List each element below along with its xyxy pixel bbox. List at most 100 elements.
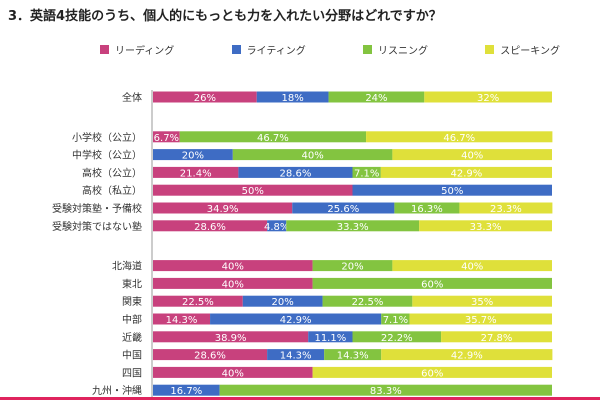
- bar-segment: [366, 131, 553, 143]
- bar-segment: [153, 295, 243, 307]
- data-label: 40%: [301, 151, 323, 162]
- bar-segment: [292, 202, 395, 214]
- bar-segment: [424, 91, 552, 103]
- bar-segment: [153, 349, 268, 361]
- legend-label: ライティング: [246, 45, 306, 57]
- data-label: 26%: [194, 93, 216, 104]
- data-label: 7.1%: [354, 168, 379, 179]
- bar-segment: [286, 220, 420, 232]
- bar-segment: [210, 313, 382, 325]
- bar-segment: [394, 202, 460, 214]
- legend-item: スピーキング: [485, 42, 560, 57]
- bar-segment: [256, 91, 329, 103]
- data-label: 28.6%: [280, 168, 312, 179]
- chart-legend: リーディング ライティング リスニング スピーキング: [100, 42, 560, 57]
- category-label: 関東: [122, 295, 142, 308]
- data-label: 14.3%: [337, 351, 369, 362]
- bar-segment: [153, 277, 313, 289]
- bar-segment: [153, 202, 293, 214]
- data-label: 14.3%: [166, 315, 198, 326]
- bar-segment: [412, 295, 552, 307]
- data-label: 60%: [421, 279, 443, 290]
- bar-segment: [419, 220, 552, 232]
- bar-segment: [153, 184, 353, 196]
- bar-segment: [153, 131, 180, 143]
- data-label: 24%: [365, 93, 387, 104]
- category-label: 中部: [122, 313, 142, 326]
- legend-swatch: [363, 44, 373, 54]
- data-label: 42.9%: [451, 351, 483, 362]
- data-label: 38.9%: [215, 333, 247, 344]
- bar-segment: [153, 149, 233, 161]
- category-label: 中国: [122, 349, 142, 362]
- data-label: 50%: [441, 186, 463, 197]
- data-label: 35.7%: [465, 315, 497, 326]
- bar-segment: [153, 366, 313, 378]
- bar-segment: [328, 91, 425, 103]
- bar-segment: [219, 384, 552, 396]
- bar-segment: [409, 313, 552, 325]
- data-label: 16.3%: [411, 204, 443, 215]
- data-label: 7.1%: [383, 315, 408, 326]
- bar-segment: [153, 384, 220, 396]
- bar-segment: [153, 331, 309, 343]
- data-label: 42.9%: [451, 168, 483, 179]
- data-label: 83.3%: [370, 386, 402, 397]
- bar-segment: [324, 349, 382, 361]
- data-label: 40%: [222, 368, 244, 379]
- category-label: 中学校（公立）: [72, 149, 142, 162]
- category-label: 東北: [122, 277, 142, 290]
- bar-segment: [352, 166, 381, 178]
- data-label: 46.7%: [257, 133, 289, 144]
- category-label: 高校（私立）: [82, 184, 142, 197]
- legend-label: リスニング: [378, 45, 429, 57]
- bar-segment: [232, 149, 393, 161]
- data-label: 20%: [272, 297, 294, 308]
- data-label: 50%: [242, 186, 264, 197]
- bar-segment: [238, 166, 353, 178]
- bar-segment: [267, 349, 325, 361]
- data-label: 21.4%: [180, 168, 212, 179]
- bar-segment: [381, 313, 410, 325]
- bar-segment: [459, 202, 553, 214]
- footer-accent-bar: [0, 397, 600, 400]
- category-label: 受験対策塾・予備校: [52, 202, 142, 215]
- category-label: 近畿: [122, 331, 142, 344]
- data-label: 40%: [461, 151, 483, 162]
- legend-label: スピーキング: [500, 45, 560, 57]
- bar-segment: [179, 131, 367, 143]
- data-label: 6.7%: [154, 133, 179, 144]
- data-label: 60%: [421, 368, 443, 379]
- data-label: 20%: [182, 151, 204, 162]
- data-label: 33.3%: [337, 222, 369, 233]
- data-label: 35%: [471, 297, 493, 308]
- category-label: 九州・沖縄: [92, 384, 142, 397]
- category-label: 小学校（公立）: [72, 131, 142, 144]
- data-label: 46.7%: [443, 133, 475, 144]
- bar-segment: [352, 184, 552, 196]
- bar-segment: [380, 166, 552, 178]
- category-label: 四国: [122, 367, 142, 379]
- legend-swatch: [231, 44, 241, 54]
- bar-segment: [381, 349, 553, 361]
- bar-segment: [392, 149, 552, 161]
- bar-segment: [267, 220, 287, 232]
- bar-segment: [308, 331, 353, 343]
- bar-segment: [322, 295, 413, 307]
- bar-segment: [153, 220, 268, 232]
- bar-segment: [312, 277, 552, 289]
- data-label: 27.8%: [481, 333, 513, 344]
- bar-segment: [153, 313, 211, 325]
- chart-title: 3．英語4技能のうち、個人的にもっとも力を入れたい分野はどれですか？: [8, 9, 442, 24]
- data-label: 40%: [222, 279, 244, 290]
- data-label: 40%: [461, 262, 483, 273]
- category-label: 高校（公立）: [82, 166, 142, 179]
- data-label: 28.6%: [194, 222, 226, 233]
- category-label: 全体: [122, 91, 142, 104]
- legend-item: リスニング: [363, 42, 429, 57]
- data-label: 22.2%: [381, 333, 413, 344]
- data-label: 22.5%: [182, 297, 214, 308]
- category-label: 北海道: [112, 260, 142, 273]
- bar-segment: [441, 331, 552, 343]
- data-label: 16.7%: [170, 386, 202, 397]
